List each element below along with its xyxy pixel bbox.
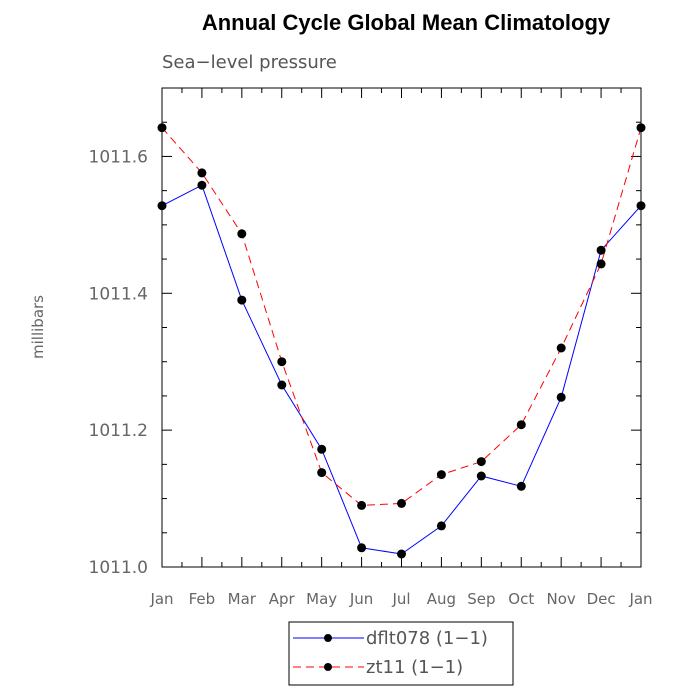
x-tick-label: Aug bbox=[427, 590, 456, 608]
legend-box bbox=[288, 621, 514, 686]
data-point-series1 bbox=[596, 259, 606, 269]
data-point-series0 bbox=[317, 444, 327, 454]
x-tick-label: Nov bbox=[547, 590, 576, 608]
x-tick-label: Apr bbox=[269, 590, 296, 608]
axis-ticks bbox=[161, 88, 642, 568]
legend-label-dflt078: dflt078 (1−1) bbox=[366, 628, 488, 649]
y-tick-label: 1011.0 bbox=[89, 558, 148, 578]
tick-labels: Jan Feb Mar Apr May Jun Jul Aug Sep Oct Nov Dec Jan1… bbox=[89, 147, 653, 608]
legend-label-zt11: zt11 (1−1) bbox=[366, 657, 463, 678]
x-tick-label: Mar bbox=[228, 590, 257, 608]
y-tick-label: 1011.2 bbox=[89, 421, 148, 441]
data-point-series0 bbox=[277, 380, 287, 390]
data-point-series1 bbox=[197, 168, 207, 178]
legend-marker-zt11 bbox=[324, 663, 332, 671]
data-point-series0 bbox=[516, 481, 526, 491]
x-tick-label: Jan bbox=[149, 590, 173, 608]
data-point-series0 bbox=[436, 521, 446, 531]
data-point-series0 bbox=[357, 543, 367, 553]
data-point-series0 bbox=[476, 471, 486, 481]
x-tick-label: Jul bbox=[391, 590, 410, 608]
data-point-series0 bbox=[596, 245, 606, 255]
data-point-series1 bbox=[317, 468, 327, 478]
data-point-series0 bbox=[636, 201, 646, 211]
data-point-series0 bbox=[556, 392, 566, 402]
legend-marker-dflt078 bbox=[324, 634, 332, 642]
legend: dflt078 (1−1) zt11 (1−1) bbox=[288, 621, 514, 686]
data-point-series0 bbox=[197, 180, 207, 190]
x-tick-label: Feb bbox=[189, 590, 216, 608]
data-point-series1 bbox=[357, 500, 367, 510]
series-line-0 bbox=[161, 184, 642, 555]
data-point-series1 bbox=[636, 123, 646, 133]
x-tick-label: May bbox=[306, 590, 337, 608]
x-tick-label: Dec bbox=[587, 590, 616, 608]
data-point-series1 bbox=[556, 343, 566, 353]
chart-title: Annual Cycle Global Mean Climatology bbox=[202, 10, 611, 35]
y-tick-label: 1011.4 bbox=[89, 284, 148, 304]
chart-subtitle: Sea−level pressure bbox=[162, 52, 337, 73]
x-tick-label: Sep bbox=[467, 590, 495, 608]
data-point-series1 bbox=[476, 457, 486, 467]
y-axis-label: millibars bbox=[29, 295, 47, 359]
data-point-series1 bbox=[237, 229, 247, 239]
data-point-series0 bbox=[157, 201, 167, 211]
x-tick-label: Jan bbox=[628, 590, 652, 608]
data-point-series0 bbox=[237, 295, 247, 305]
data-point-series1 bbox=[516, 420, 526, 430]
x-tick-label: Oct bbox=[508, 590, 534, 608]
data-point-series0 bbox=[397, 549, 406, 559]
x-tick-label: Jun bbox=[349, 590, 373, 608]
y-tick-label: 1011.6 bbox=[89, 147, 148, 167]
data-point-series1 bbox=[157, 123, 167, 133]
data-series bbox=[157, 123, 646, 559]
series-line-1 bbox=[161, 127, 642, 506]
data-point-series1 bbox=[277, 357, 287, 367]
data-point-series1 bbox=[436, 470, 446, 480]
plot-frame bbox=[161, 87, 642, 568]
data-point-series1 bbox=[397, 498, 406, 508]
